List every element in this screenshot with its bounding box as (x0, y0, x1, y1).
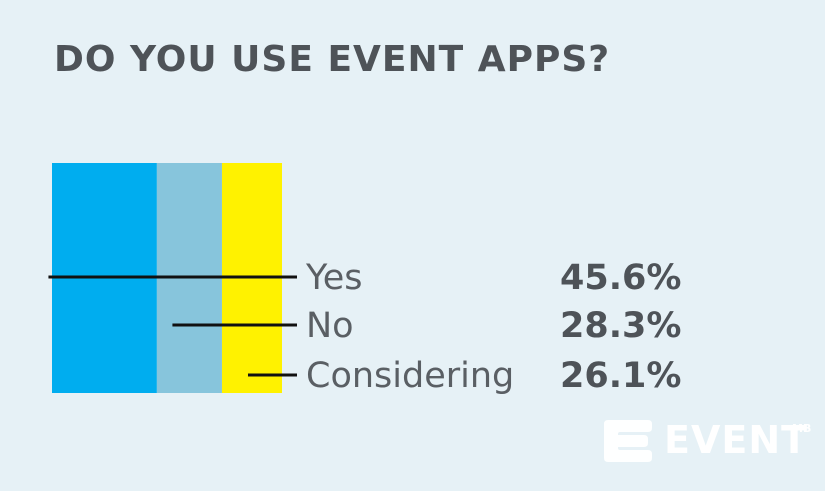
category-label-yes: Yes (305, 258, 363, 298)
value-label-considering: 26.1% (560, 356, 681, 396)
brand-superscript: MB (792, 422, 812, 435)
chart-title: DO YOU USE EVENT APPS? (54, 39, 611, 80)
eventmb-logo-icon (604, 420, 652, 462)
value-label-yes: 45.6% (560, 258, 681, 298)
brand-logo: EVENT MB (600, 414, 818, 472)
category-label-considering: Considering (306, 356, 514, 396)
brand-name: EVENT (664, 418, 809, 462)
category-label-no: No (306, 306, 354, 346)
value-label-no: 28.3% (560, 306, 681, 346)
